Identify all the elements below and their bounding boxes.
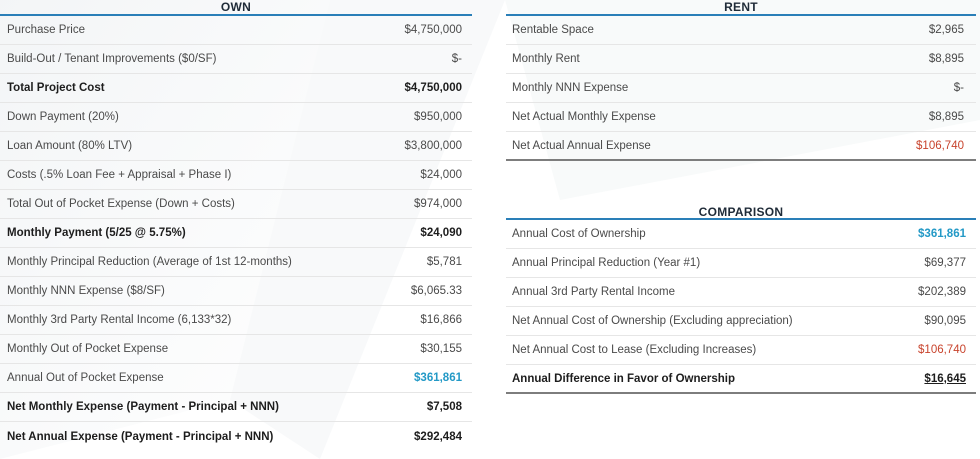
row-label: Net Actual Annual Expense xyxy=(512,139,651,152)
rent-row-monthly-rent: Monthly Rent $8,895 xyxy=(506,45,976,74)
comparison-row-annual-cost-ownership: Annual Cost of Ownership $361,861 xyxy=(506,220,976,249)
comparison-table: COMPARISON Annual Cost of Ownership $361… xyxy=(506,205,976,394)
comparison-row-annual-difference: Annual Difference in Favor of Ownership … xyxy=(506,365,976,394)
row-value: $- xyxy=(953,82,964,94)
row-value: $292,484 xyxy=(414,430,462,443)
row-label: Annual Cost of Ownership xyxy=(512,228,646,240)
own-row-monthly-out-of-pocket: Monthly Out of Pocket Expense $30,155 xyxy=(0,335,472,364)
row-value: $361,861 xyxy=(414,372,462,384)
own-table: OWN Purchase Price $4,750,000 Build-Out … xyxy=(0,0,472,451)
rent-row-rentable-space: Rentable Space $2,965 xyxy=(506,16,976,45)
row-value: $8,895 xyxy=(928,111,964,123)
row-label: Annual Difference in Favor of Ownership xyxy=(512,372,736,385)
comparison-row-net-annual-cost-lease: Net Annual Cost to Lease (Excluding Incr… xyxy=(506,336,976,365)
row-value: $8,895 xyxy=(928,53,964,65)
own-row-monthly-rental-income: Monthly 3rd Party Rental Income (6,133*3… xyxy=(0,306,472,335)
row-label: Net Annual Cost of Ownership (Excluding … xyxy=(512,315,793,327)
row-label: Net Actual Monthly Expense xyxy=(512,111,656,123)
row-value: $361,861 xyxy=(918,228,966,240)
own-row-monthly-payment: Monthly Payment (5/25 @ 5.75%) $24,090 xyxy=(0,219,472,248)
row-label: Monthly Payment (5/25 @ 5.75%) xyxy=(7,227,186,239)
row-value: $24,090 xyxy=(420,227,462,239)
own-row-net-annual-expense: Net Annual Expense (Payment - Principal … xyxy=(0,422,472,451)
row-value: $90,095 xyxy=(924,315,966,327)
row-label: Build-Out / Tenant Improvements ($0/SF) xyxy=(7,53,217,65)
row-value: $202,389 xyxy=(918,286,966,298)
row-value: $950,000 xyxy=(414,111,462,123)
rent-header: RENT xyxy=(506,0,976,16)
row-label: Total Project Cost xyxy=(7,82,105,94)
row-value: $974,000 xyxy=(414,198,462,210)
own-row-net-monthly-expense: Net Monthly Expense (Payment - Principal… xyxy=(0,393,472,422)
row-value: $16,866 xyxy=(420,314,462,326)
row-label: Monthly NNN Expense ($8/SF) xyxy=(7,285,165,297)
own-row-purchase-price: Purchase Price $4,750,000 xyxy=(0,16,472,45)
comparison-header: COMPARISON xyxy=(506,205,976,220)
rent-row-net-annual-expense: Net Actual Annual Expense $106,740 xyxy=(506,132,976,161)
row-label: Loan Amount (80% LTV) xyxy=(7,140,133,152)
row-value: $7,508 xyxy=(426,401,462,413)
row-value: $30,155 xyxy=(420,343,462,355)
own-row-annual-out-of-pocket: Annual Out of Pocket Expense $361,861 xyxy=(0,364,472,393)
row-value: $69,377 xyxy=(924,257,966,269)
row-value: $106,740 xyxy=(916,139,964,152)
row-value: $4,750,000 xyxy=(404,82,462,94)
rent-row-monthly-nnn-expense: Monthly NNN Expense $- xyxy=(506,74,976,103)
row-label: Monthly Rent xyxy=(512,53,580,65)
row-value: $106,740 xyxy=(918,344,966,356)
row-label: Annual Principal Reduction (Year #1) xyxy=(512,257,701,269)
row-label: Annual 3rd Party Rental Income xyxy=(512,286,676,298)
row-label: Total Out of Pocket Expense (Down + Cost… xyxy=(7,198,235,210)
row-value: $24,000 xyxy=(420,169,462,181)
row-label: Monthly 3rd Party Rental Income (6,133*3… xyxy=(7,314,232,326)
row-value: $16,645 xyxy=(924,372,966,385)
row-label: Costs (.5% Loan Fee + Appraisal + Phase … xyxy=(7,169,232,181)
row-label: Monthly Principal Reduction (Average of … xyxy=(7,256,292,268)
row-label: Monthly NNN Expense xyxy=(512,82,629,94)
own-row-down-payment: Down Payment (20%) $950,000 xyxy=(0,103,472,132)
own-row-build-out: Build-Out / Tenant Improvements ($0/SF) … xyxy=(0,45,472,74)
own-row-costs: Costs (.5% Loan Fee + Appraisal + Phase … xyxy=(0,161,472,190)
own-row-monthly-principal-reduction: Monthly Principal Reduction (Average of … xyxy=(0,248,472,277)
rent-row-net-monthly-expense: Net Actual Monthly Expense $8,895 xyxy=(506,103,976,132)
row-label: Net Annual Cost to Lease (Excluding Incr… xyxy=(512,344,757,356)
row-value: $6,065.33 xyxy=(410,285,462,297)
row-label: Annual Out of Pocket Expense xyxy=(7,372,164,384)
own-row-total-out-of-pocket: Total Out of Pocket Expense (Down + Cost… xyxy=(0,190,472,219)
row-label: Net Annual Expense (Payment - Principal … xyxy=(7,430,274,443)
row-label: Down Payment (20%) xyxy=(7,111,119,123)
own-row-total-project-cost: Total Project Cost $4,750,000 xyxy=(0,74,472,103)
rent-table: RENT Rentable Space $2,965 Monthly Rent … xyxy=(506,0,976,161)
row-label: Purchase Price xyxy=(7,24,85,36)
comparison-row-net-annual-cost-ownership: Net Annual Cost of Ownership (Excluding … xyxy=(506,307,976,336)
row-value: $2,965 xyxy=(928,24,964,36)
row-value: $- xyxy=(451,53,462,65)
row-value: $3,800,000 xyxy=(404,140,462,152)
row-label: Net Monthly Expense (Payment - Principal… xyxy=(7,401,279,413)
own-header: OWN xyxy=(0,0,472,16)
own-row-monthly-nnn-expense: Monthly NNN Expense ($8/SF) $6,065.33 xyxy=(0,277,472,306)
row-label: Rentable Space xyxy=(512,24,594,36)
row-label: Monthly Out of Pocket Expense xyxy=(7,343,169,355)
row-value: $4,750,000 xyxy=(404,24,462,36)
own-row-loan-amount: Loan Amount (80% LTV) $3,800,000 xyxy=(0,132,472,161)
comparison-row-annual-rental-income: Annual 3rd Party Rental Income $202,389 xyxy=(506,278,976,307)
row-value: $5,781 xyxy=(426,256,462,268)
comparison-row-annual-principal-reduction: Annual Principal Reduction (Year #1) $69… xyxy=(506,249,976,278)
